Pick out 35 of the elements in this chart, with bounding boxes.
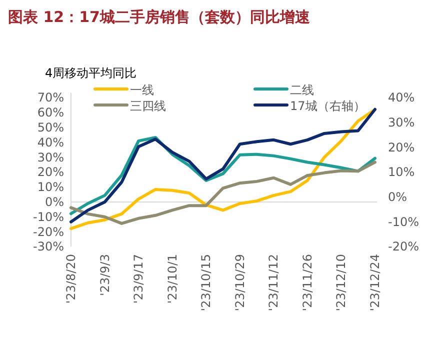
x-tick-label: '23/12/24 (368, 254, 382, 312)
y-tick-label: -10% (32, 210, 64, 224)
chart-subtitle: 4周移动平均同比 (45, 66, 137, 80)
x-tick-label: '23/11/12 (266, 254, 281, 312)
x-tick-label: '23/8/20 (64, 254, 78, 304)
y2-tick-label: 40% (388, 90, 415, 105)
y-tick-label: 70% (37, 90, 64, 105)
y-tick-label: -30% (32, 240, 64, 254)
legend-label: 一线 (130, 83, 154, 97)
x-tick-label: '23/10/15 (199, 254, 214, 312)
y-tick-label: 50% (37, 120, 64, 134)
y-tick-label: 0% (44, 195, 64, 209)
y-tick-label: -20% (32, 224, 64, 239)
chart-title: 图表 12：17城二手房销售（套数）同比增速 (8, 8, 311, 26)
y2-tick-label: -10% (388, 214, 420, 229)
line-series (70, 160, 376, 225)
x-tick-label: '23/11/26 (300, 254, 314, 312)
x-tick-label: '23/10/29 (232, 254, 247, 312)
y2-tick-label: 10% (388, 165, 415, 180)
legend-label: 二线 (290, 83, 314, 97)
y2-tick-label: 20% (388, 140, 415, 154)
x-tick-label: '23/10/1 (165, 254, 180, 304)
x-tick-label: '23/9/17 (132, 254, 146, 304)
legend-label: 三四线 (130, 99, 166, 113)
x-tick-label: '23/12/10 (334, 254, 348, 312)
legend-label: 17城（右轴） (290, 99, 366, 113)
y2-tick-label: 0% (388, 190, 408, 204)
y-tick-label: 30% (37, 150, 64, 164)
y-tick-label: 20% (37, 165, 64, 180)
x-tick-label: '23/9/3 (98, 254, 112, 296)
y-tick-label: 40% (37, 135, 64, 150)
y-tick-label: 10% (37, 180, 64, 194)
y2-tick-label: -20% (388, 240, 420, 254)
y-tick-label: 60% (37, 106, 64, 120)
y2-tick-label: 30% (388, 116, 415, 130)
